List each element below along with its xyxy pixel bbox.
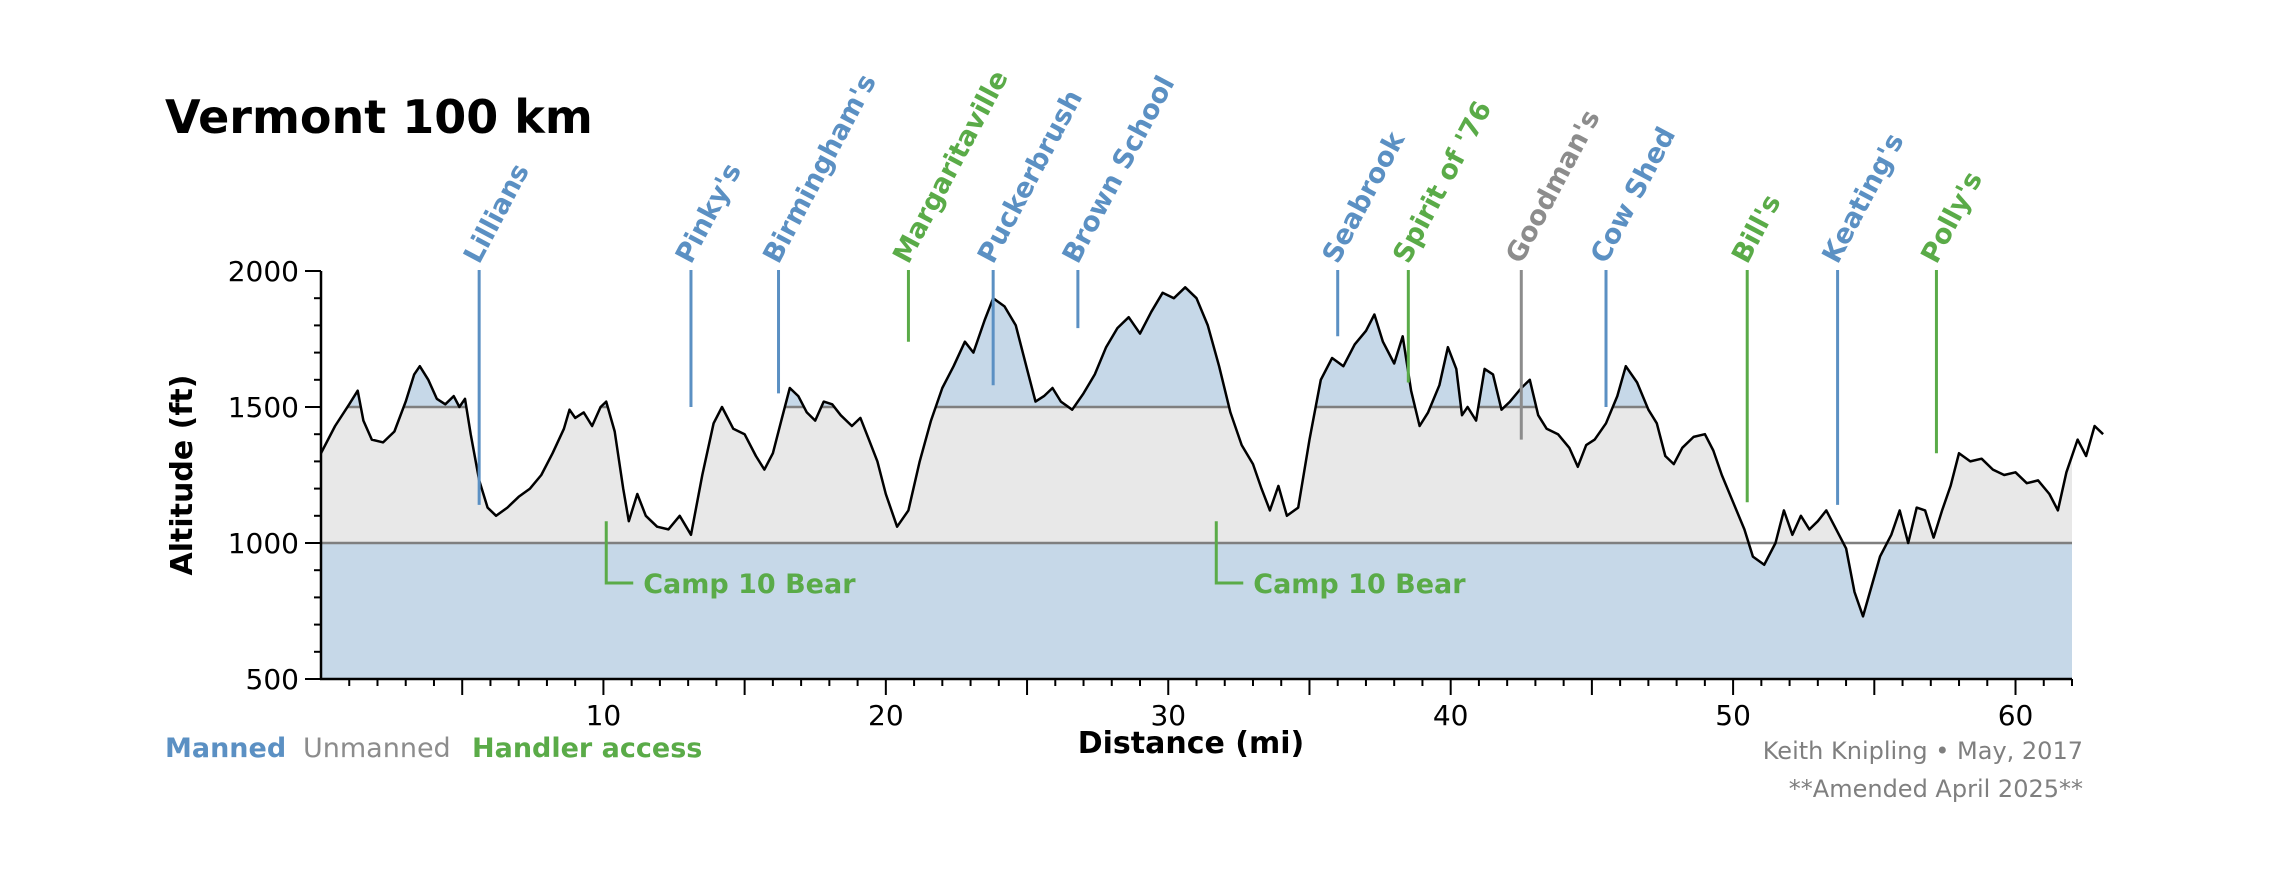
y-tick-label: 500 [246, 663, 299, 696]
chart-title: Vermont 100 km [165, 90, 593, 144]
station-label: Cow Shed [1585, 122, 1682, 268]
station-label: Lillians [458, 159, 536, 269]
legend-handler: Handler access [472, 733, 702, 764]
legend-manned: Manned [165, 733, 286, 764]
band-1000-1500 [321, 407, 2072, 543]
x-axis-title: Distance (mi) [1078, 726, 1305, 761]
legend-unmanned: Unmanned [303, 733, 451, 764]
station-stem-lower [604, 521, 634, 585]
credit-line-1: Keith Knipling • May, 2017 [1763, 737, 2083, 765]
x-tick-label: 50 [1715, 699, 1751, 732]
x-tick-label: 30 [1150, 699, 1186, 732]
axes: 500 1000 1500 2000 10 20 30 40 50 60 [228, 255, 2073, 732]
station-label: Spirit of '76 [1387, 96, 1498, 268]
station-label: Camp 10 Bear [643, 569, 856, 600]
profile-layer [319, 286, 2104, 618]
x-tick-label: 60 [1998, 699, 2034, 732]
y-tick-label: 1000 [228, 527, 299, 560]
station-label: Camp 10 Bear [1253, 569, 1466, 600]
band-above-1500 [321, 287, 2072, 407]
elevation-profile-line [319, 286, 2104, 618]
x-tick-label: 10 [586, 699, 622, 732]
station-label: Polly's [1915, 167, 1989, 269]
credit-line-2: **Amended April 2025** [1789, 775, 2083, 803]
band-below-1000 [321, 543, 2072, 679]
x-tick-label: 20 [868, 699, 904, 732]
x-tick-label: 40 [1433, 699, 1469, 732]
station-label: Pinky's [670, 158, 748, 268]
y-axis-title: Altitude (ft) [165, 375, 200, 576]
legend: Manned Unmanned Handler access [165, 733, 702, 764]
y-tick-label: 2000 [228, 255, 299, 288]
station-label: Bill's [1726, 190, 1787, 269]
y-tick-label: 1500 [228, 391, 299, 424]
station-stem-lower [1214, 521, 1244, 585]
station-label: Keating's [1816, 128, 1910, 268]
station-label: Birmingham's [757, 69, 882, 268]
